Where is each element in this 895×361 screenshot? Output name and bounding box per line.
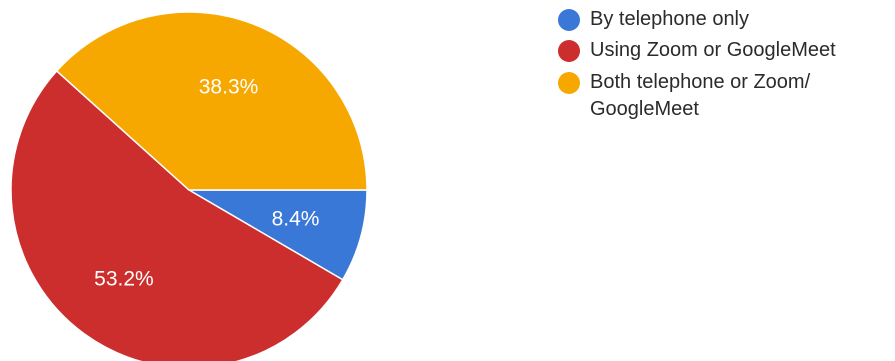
legend-label-both: Both telephone or Zoom/ GoogleMeet (590, 71, 811, 120)
pie-slice-telephone (186, 189, 368, 281)
legend-label-zoom: Using Zoom or GoogleMeet (590, 39, 836, 61)
pie-chart-svg: 8.4% 53.2% 38.3% (10, 11, 368, 361)
legend-item-zoom: Using Zoom or GoogleMeet (548, 37, 836, 64)
pie-label-telephone: 8.4% (272, 207, 320, 230)
legend-swatch-zoom (558, 40, 580, 62)
legend-item-both: Both telephone or Zoom/ GoogleMeet (548, 69, 836, 123)
legend-swatch-telephone (558, 9, 580, 31)
pie-slice-zoom (10, 69, 344, 361)
pie-label-zoom: 53.2% (94, 268, 154, 291)
chart-legend: By telephone only Using Zoom or GoogleMe… (548, 6, 836, 127)
legend-swatch-both (558, 72, 580, 94)
legend-label-telephone: By telephone only (590, 8, 750, 30)
pie-label-both: 38.3% (199, 75, 259, 98)
legend-item-telephone: By telephone only (548, 6, 836, 33)
pie-slice-both (55, 11, 368, 191)
